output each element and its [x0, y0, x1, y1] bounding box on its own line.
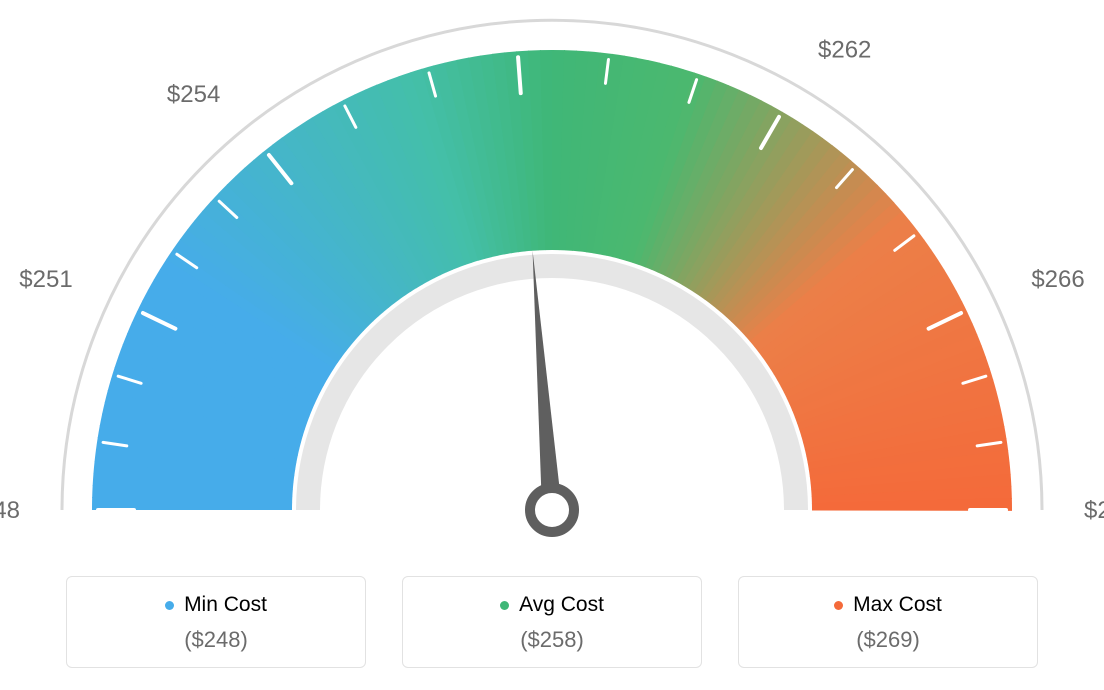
legend-card-max: Max Cost ($269): [738, 576, 1038, 668]
tick-label: $248: [0, 497, 20, 524]
tick-label: $269: [1084, 497, 1104, 524]
tick-label: $251: [19, 266, 72, 293]
legend-dot-max: [834, 601, 843, 610]
legend-row: Min Cost ($248) Avg Cost ($258) Max Cost…: [0, 576, 1104, 668]
legend-title-min: Min Cost: [165, 593, 267, 617]
gauge-svg: $248$251$254$258$262$266$269: [0, 0, 1104, 560]
tick-label: $254: [167, 81, 220, 108]
needle: [533, 251, 562, 511]
legend-card-min: Min Cost ($248): [66, 576, 366, 668]
legend-value-min: ($248): [77, 627, 355, 653]
legend-title-avg: Avg Cost: [500, 593, 604, 617]
legend-dot-min: [165, 601, 174, 610]
tick-label: $266: [1031, 266, 1084, 293]
legend-title-max: Max Cost: [834, 593, 942, 617]
legend-label-max: Max Cost: [853, 593, 942, 617]
legend-value-avg: ($258): [413, 627, 691, 653]
needle-hub: [530, 488, 574, 532]
legend-dot-avg: [500, 601, 509, 610]
gauge-chart: $248$251$254$258$262$266$269: [0, 0, 1104, 560]
legend-value-max: ($269): [749, 627, 1027, 653]
legend-label-avg: Avg Cost: [519, 593, 604, 617]
legend-card-avg: Avg Cost ($258): [402, 576, 702, 668]
tick-label: $262: [818, 36, 871, 63]
legend-label-min: Min Cost: [184, 593, 267, 617]
